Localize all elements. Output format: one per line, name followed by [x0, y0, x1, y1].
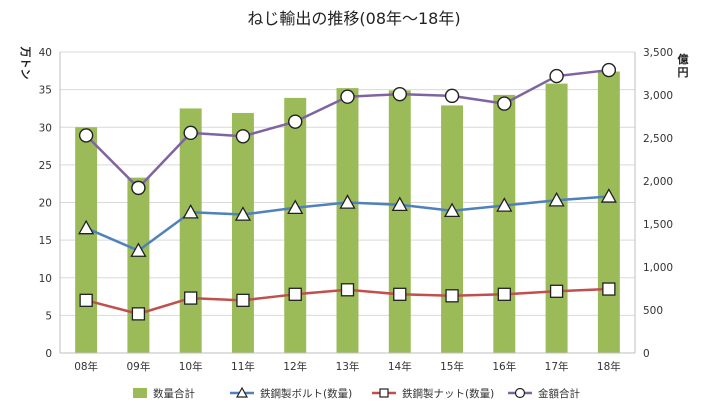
data-point-triangle [548, 191, 565, 207]
bar [545, 83, 568, 353]
data-point-circle [392, 86, 407, 102]
y-left-tick-label: 40 [39, 47, 52, 59]
legend-label: 金額合計 [538, 387, 580, 400]
data-point-square [445, 289, 459, 303]
data-point-circle [549, 68, 564, 84]
x-tick-label: 16年 [492, 360, 516, 373]
bar [336, 88, 359, 354]
data-point-triangle [234, 206, 252, 221]
legend-marker [514, 387, 526, 399]
data-point-triangle [391, 196, 408, 212]
data-point-square [184, 291, 198, 305]
svg-text:円: 円 [678, 66, 689, 79]
y-left-tick-label: 20 [39, 198, 52, 210]
data-point-square [79, 293, 93, 307]
data-point-circle [78, 128, 94, 143]
data-point-circle [340, 89, 355, 104]
x-tick-label: 13年 [336, 360, 360, 373]
data-point-triangle [600, 188, 617, 203]
bar [441, 105, 464, 354]
legend-item: 金額合計 [508, 387, 580, 400]
y-left-tick-label: 10 [39, 273, 52, 285]
bar [493, 94, 516, 353]
data-point-square [602, 282, 616, 296]
x-tick-label: 10年 [179, 360, 203, 373]
x-tick-label: 08年 [74, 360, 98, 373]
data-point-triangle [339, 194, 356, 209]
data-point-triangle [182, 203, 199, 219]
legend-swatch [133, 388, 147, 398]
data-point-triangle [443, 202, 461, 218]
legend-item: 鉄鋼製ボルト(数量) [230, 386, 352, 400]
legend-label: 数量合計 [153, 387, 195, 400]
x-tick-label: 14年 [388, 360, 412, 373]
data-point-square [340, 283, 355, 297]
y-right-tick-label: 500 [643, 305, 663, 317]
data-point-triangle [78, 219, 95, 235]
svg-text:億: 億 [678, 52, 689, 66]
x-tick-label: 17年 [545, 360, 569, 373]
bar [179, 108, 202, 353]
x-tick-label: 15年 [440, 360, 464, 373]
axes: 0 5 10 15 20 25 30 35 40 0 500 1,000 1,500 2,000 2,500… [19, 46, 689, 374]
data-point-circle [497, 96, 512, 111]
y-right-tick-label: 1,500 [643, 219, 673, 231]
y-left-tick-label: 30 [39, 122, 52, 134]
legend-marker [379, 388, 389, 398]
x-tick-label: 18年 [597, 360, 621, 373]
y-left-tick-label: 0 [45, 348, 52, 360]
bar [284, 97, 307, 353]
data-point-square [497, 287, 511, 301]
legend-label: 鉄鋼製ボルト(数量) [260, 387, 352, 400]
bar [127, 177, 150, 353]
y-left-tick-label: 5 [45, 310, 52, 322]
x-tick-label: 09年 [126, 360, 150, 373]
y-right-tick-label: 3,500 [643, 47, 673, 59]
data-point-triangle [287, 199, 304, 215]
data-point-circle [444, 88, 460, 104]
data-point-circle [131, 180, 146, 196]
y-left-tick-label: 25 [39, 160, 52, 172]
y-right-unit: 億円 [678, 52, 689, 79]
x-tick-label: 12年 [283, 360, 307, 373]
y-left-tick-label: 35 [39, 85, 52, 97]
bar [75, 127, 98, 353]
data-point-circle [235, 129, 251, 144]
data-point-square [288, 287, 302, 301]
bar [231, 112, 254, 353]
legend-item: 数量合計 [133, 387, 195, 400]
data-point-square [393, 287, 407, 301]
y-left-tick-label: 15 [39, 235, 52, 247]
data-point-triangle [496, 197, 513, 212]
x-tick-label: 11年 [231, 360, 255, 373]
data-point-square [131, 307, 146, 321]
y-right-tick-label: 3,000 [643, 90, 673, 102]
legend-label: 鉄鋼製ナット(数量) [402, 387, 494, 400]
data-point-square [236, 293, 250, 307]
bar [388, 90, 411, 353]
line-series [78, 62, 617, 321]
y-right-tick-label: 2,500 [643, 133, 673, 145]
chart-title: ねじ輸出の推移(08年～18年) [247, 9, 460, 28]
bar-series [75, 71, 620, 354]
data-point-circle [288, 114, 303, 129]
bar [597, 71, 620, 353]
legend-marker [235, 386, 249, 398]
y-left-unit: 万トン [19, 46, 32, 80]
legend: 数量合計 鉄鋼製ボルト(数量) 鉄鋼製ナット(数量) 金額合計 [133, 386, 580, 400]
y-right-tick-label: 0 [643, 348, 650, 360]
legend-item: 鉄鋼製ナット(数量) [372, 387, 494, 400]
y-right-tick-label: 1,000 [643, 262, 673, 274]
data-point-circle [183, 125, 198, 141]
data-point-square [549, 284, 564, 298]
data-point-triangle [130, 242, 147, 257]
data-point-circle [601, 62, 617, 78]
y-right-tick-label: 2,000 [643, 176, 673, 188]
